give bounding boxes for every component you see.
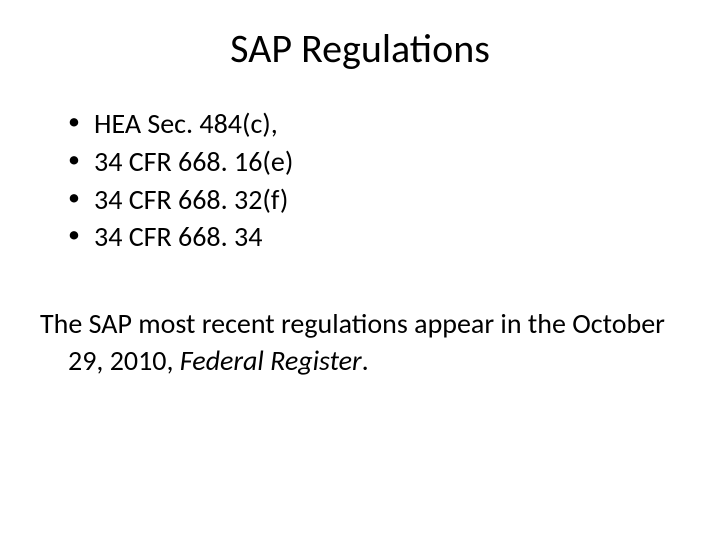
- bullet-list: HEA Sec. 484(c), 34 CFR 668. 16(e) 34 CF…: [40, 105, 680, 256]
- list-item: HEA Sec. 484(c),: [68, 105, 680, 143]
- paragraph-text-after: .: [362, 343, 369, 378]
- list-item: 34 CFR 668. 32(f): [68, 181, 680, 219]
- slide-title: SAP Regulations: [40, 24, 680, 73]
- list-item: 34 CFR 668. 16(e): [68, 143, 680, 181]
- body-paragraph: The SAP most recent regulations appear i…: [40, 306, 680, 379]
- list-item: 34 CFR 668. 34: [68, 218, 680, 256]
- slide: SAP Regulations HEA Sec. 484(c), 34 CFR …: [0, 0, 720, 540]
- paragraph-text-italic: Federal Register: [180, 343, 362, 378]
